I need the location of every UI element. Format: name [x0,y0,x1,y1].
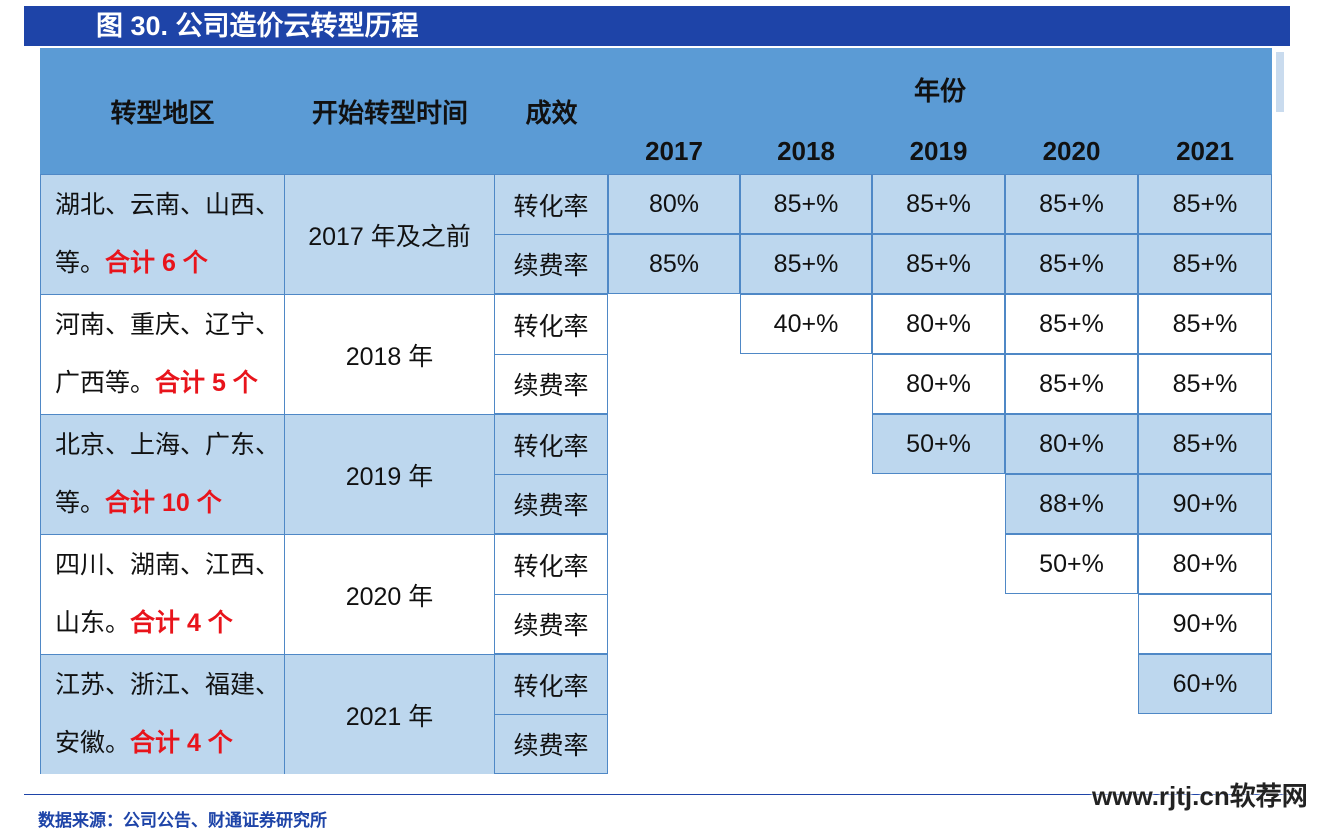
region-total: 合计 6 个 [105,249,208,277]
value-cell: 90+% [1138,594,1272,654]
region-line-2: 山东。合计 4 个 [55,594,284,652]
value-cell: 88+% [1005,474,1138,534]
metric-cell: 转化率 [495,534,608,594]
region-total: 合计 10 个 [105,489,222,517]
value-cell: 85+% [1138,234,1272,294]
region-line-1: 北京、上海、广东、 [55,431,281,459]
value-cell: 85+% [1138,174,1272,234]
start-time-cell: 2020 年 [285,534,495,654]
value-cell: 50+% [1005,534,1138,594]
region-cell: 江苏、浙江、福建、 安徽。合计 4 个 [40,654,285,774]
region-cell: 河南、重庆、辽宁、 广西等。合计 5 个 [40,294,285,414]
value-cell: 60+% [1138,654,1272,714]
value-cell: 85+% [1005,174,1138,234]
region-cell: 湖北、云南、山西、 等。合计 6 个 [40,174,285,294]
value-cell: 85+% [872,174,1005,234]
value-cell: 85+% [1005,294,1138,354]
header-year-2021: 2021 [1138,128,1272,174]
header-start-time: 开始转型时间 [285,48,495,174]
header-year-group: 年份 [608,66,1272,112]
region-prefix: 山东。 [55,609,131,637]
region-total: 合计 4 个 [130,729,233,757]
region-line-1: 江苏、浙江、福建、 [55,671,281,699]
region-cell: 北京、上海、广东、 等。合计 10 个 [40,414,285,534]
region-prefix: 广西等。 [55,369,156,397]
right-edge-strip [1276,52,1284,112]
header-year-2018: 2018 [740,128,872,174]
value-cell: 85+% [1005,234,1138,294]
header-effect: 成效 [495,48,608,174]
metric-cell: 转化率 [495,174,608,234]
metric-cell: 续费率 [495,594,608,654]
value-cell: 85+% [1138,294,1272,354]
region-line-1: 湖北、云南、山西、 [55,191,281,219]
start-time-cell: 2021 年 [285,654,495,774]
region-prefix: 等。 [55,489,106,517]
region-line-2: 广西等。合计 5 个 [55,354,284,412]
start-time-cell: 2017 年及之前 [285,174,495,294]
source-note: 数据来源：公司公告、财通证券研究所 [38,811,327,830]
header-region: 转型地区 [40,48,285,174]
metric-cell: 续费率 [495,474,608,534]
figure-title: 图 30. 公司造价云转型历程 [96,11,419,41]
region-total: 合计 5 个 [155,369,258,397]
value-cell: 80+% [1138,534,1272,594]
value-cell: 80% [608,174,740,234]
value-cell: 85+% [1138,354,1272,414]
start-time-cell: 2019 年 [285,414,495,534]
figure-title-bar: 图 30. 公司造价云转型历程 [24,6,1290,46]
header-year-2019: 2019 [872,128,1005,174]
value-cell: 85+% [872,234,1005,294]
value-cell: 85% [608,234,740,294]
region-total: 合计 4 个 [130,609,233,637]
metric-cell: 转化率 [495,414,608,474]
watermark: www.rjtj.cn软荐网 [1092,781,1308,811]
header-year-2020: 2020 [1005,128,1138,174]
value-cell: 85+% [740,174,872,234]
region-line-2: 等。合计 6 个 [55,234,284,292]
metric-cell: 续费率 [495,234,608,294]
value-cell: 50+% [872,414,1005,474]
region-line-1: 河南、重庆、辽宁、 [55,311,281,339]
value-cell: 80+% [872,354,1005,414]
value-cell: 80+% [872,294,1005,354]
region-line-1: 四川、湖南、江西、 [55,551,281,579]
value-cell: 85+% [1138,414,1272,474]
footer-rule [24,794,1294,795]
value-cell: 85+% [740,234,872,294]
region-prefix: 安徽。 [55,729,131,757]
value-cell: 80+% [1005,414,1138,474]
region-line-2: 等。合计 10 个 [55,474,284,532]
region-line-2: 安徽。合计 4 个 [55,714,284,772]
metric-cell: 转化率 [495,294,608,354]
metric-cell: 转化率 [495,654,608,714]
region-prefix: 等。 [55,249,106,277]
metric-cell: 续费率 [495,714,608,774]
start-time-cell: 2018 年 [285,294,495,414]
value-cell: 40+% [740,294,872,354]
header-year-2017: 2017 [608,128,740,174]
value-cell: 85+% [1005,354,1138,414]
region-cell: 四川、湖南、江西、 山东。合计 4 个 [40,534,285,654]
metric-cell: 续费率 [495,354,608,414]
value-cell: 90+% [1138,474,1272,534]
